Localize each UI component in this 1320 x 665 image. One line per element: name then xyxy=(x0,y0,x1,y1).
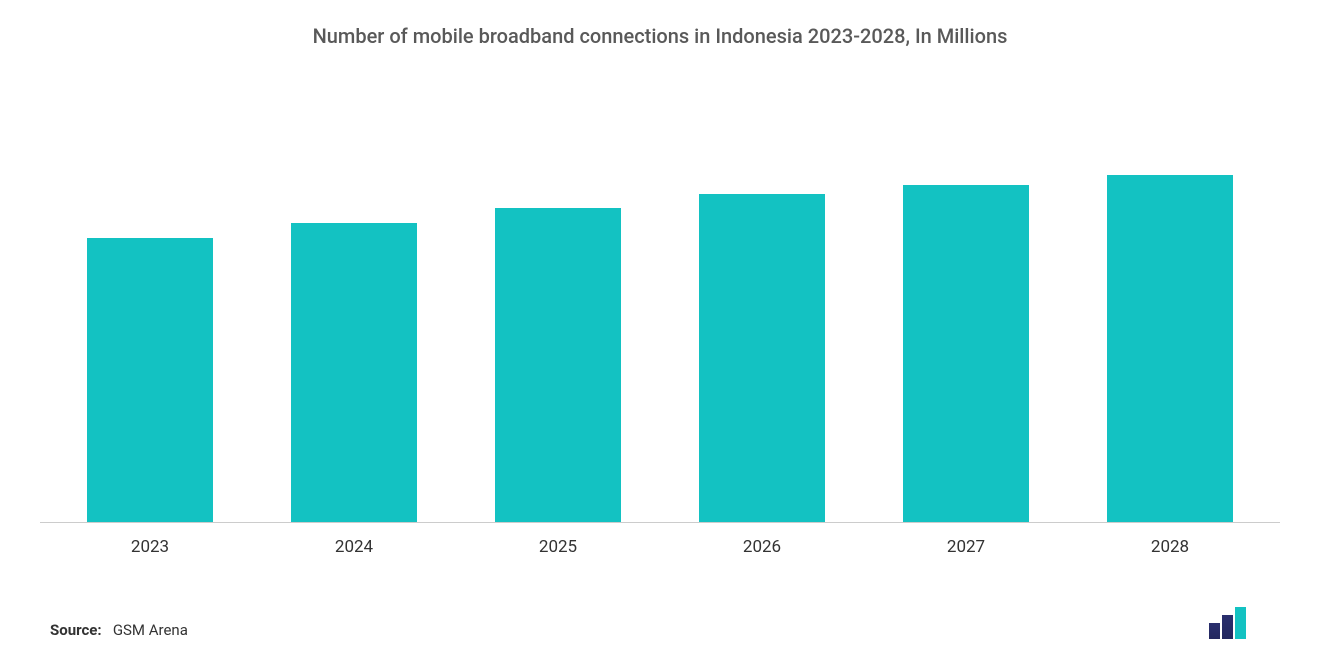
bar-2023 xyxy=(87,238,213,522)
x-label: 2024 xyxy=(252,537,456,557)
bar-group xyxy=(48,98,252,522)
bar-group xyxy=(252,98,456,522)
chart-container: Number of mobile broadband connections i… xyxy=(0,0,1320,665)
logo-bar-icon xyxy=(1209,623,1220,639)
logo-bar-icon xyxy=(1222,615,1233,639)
bar-2025 xyxy=(495,208,621,522)
bar-2024 xyxy=(291,223,417,522)
source-label: Source: xyxy=(50,621,102,639)
source-value: GSM Arena xyxy=(113,621,188,639)
x-label: 2025 xyxy=(456,537,660,557)
x-axis-labels: 2023 2024 2025 2026 2027 2028 xyxy=(40,523,1280,557)
bar-group xyxy=(1068,98,1272,522)
bar-2026 xyxy=(699,194,825,522)
x-label: 2023 xyxy=(48,537,252,557)
x-label: 2026 xyxy=(660,537,864,557)
publisher-logo-icon xyxy=(1209,605,1270,639)
logo-bar-icon xyxy=(1235,607,1246,639)
bar-group xyxy=(660,98,864,522)
bar-2027 xyxy=(903,185,1029,522)
x-label: 2027 xyxy=(864,537,1068,557)
logo-curve-icon xyxy=(1246,605,1270,639)
plot-area xyxy=(40,98,1280,523)
bar-group xyxy=(456,98,660,522)
source-attribution: Source: GSM Arena xyxy=(50,621,188,639)
bar-2028 xyxy=(1107,175,1233,522)
chart-footer: Source: GSM Arena xyxy=(40,605,1280,645)
bar-group xyxy=(864,98,1068,522)
x-label: 2028 xyxy=(1068,537,1272,557)
chart-title: Number of mobile broadband connections i… xyxy=(40,24,1280,48)
